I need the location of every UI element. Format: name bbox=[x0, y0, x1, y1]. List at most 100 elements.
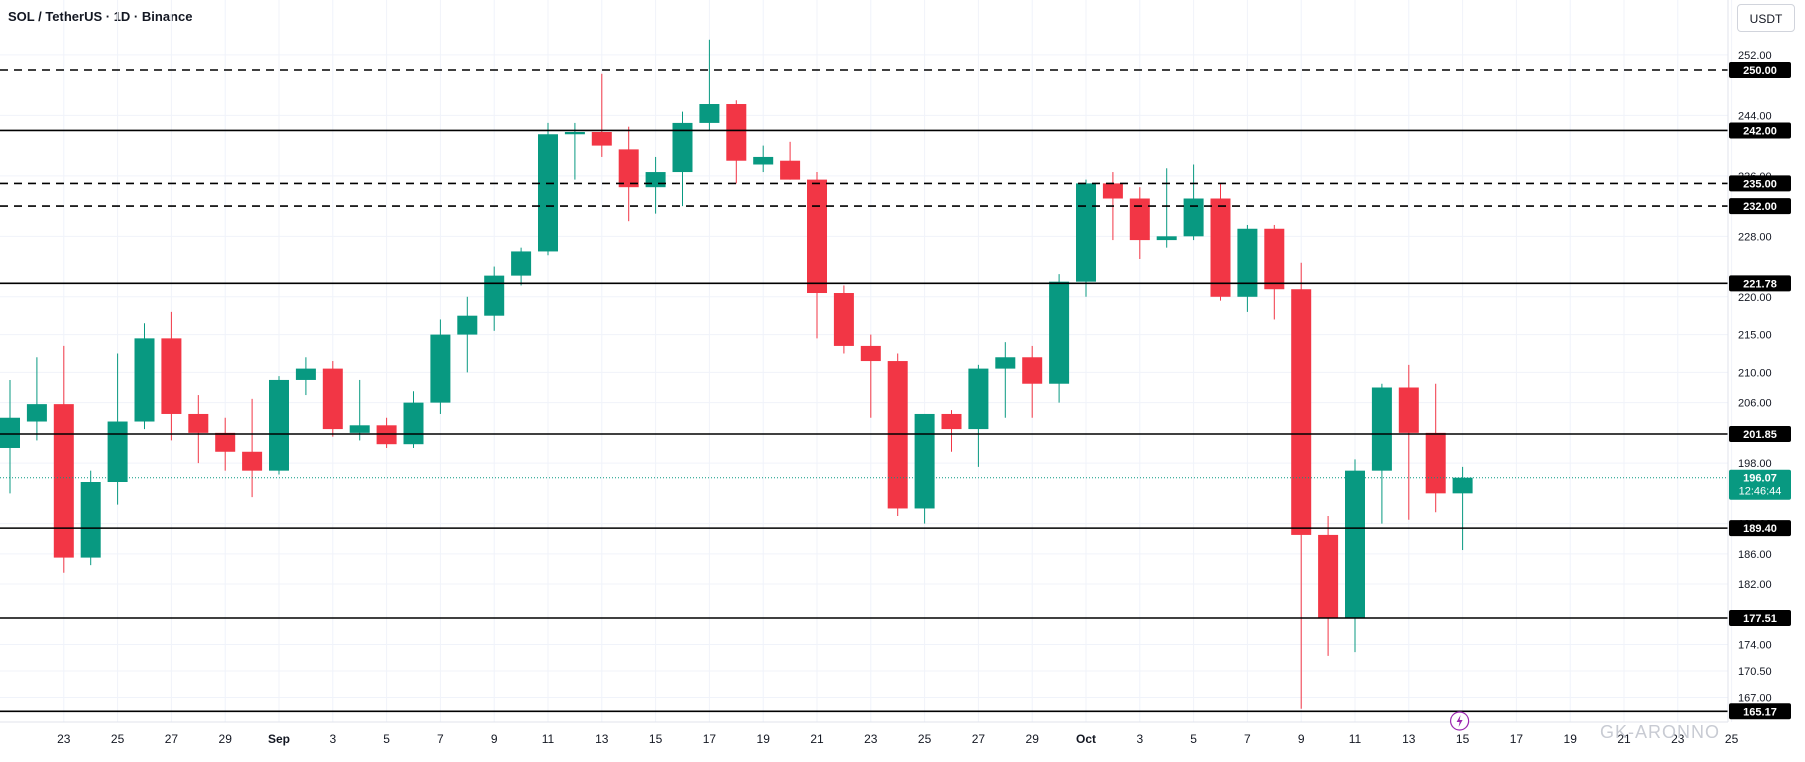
candle bbox=[295, 357, 316, 396]
x-tick-label: 23 bbox=[864, 732, 878, 746]
candle bbox=[188, 395, 209, 464]
candle-body bbox=[1102, 183, 1123, 199]
level-price-label: 177.51 bbox=[1743, 613, 1777, 625]
candle-body bbox=[1264, 228, 1285, 290]
candle bbox=[780, 141, 801, 180]
x-tick-label: 11 bbox=[1349, 732, 1362, 746]
candle bbox=[1291, 262, 1312, 709]
candle-body bbox=[1318, 534, 1339, 619]
candle-body bbox=[1076, 183, 1096, 282]
level-price-label: 201.85 bbox=[1743, 429, 1777, 441]
candle bbox=[968, 364, 989, 467]
candle bbox=[457, 296, 478, 373]
candle bbox=[753, 145, 774, 173]
candle-body bbox=[672, 122, 693, 173]
candle bbox=[1264, 224, 1285, 320]
y-tick-label: 244.00 bbox=[1738, 110, 1772, 122]
x-tick-label: 19 bbox=[1564, 732, 1578, 746]
candle-body bbox=[699, 104, 720, 123]
y-tick-label: 198.00 bbox=[1738, 458, 1772, 470]
candle-body bbox=[1291, 289, 1312, 535]
level-price-tag bbox=[1729, 520, 1791, 537]
candle-body bbox=[968, 368, 989, 430]
candle bbox=[322, 361, 343, 437]
candles-layer bbox=[0, 39, 1473, 709]
candle bbox=[376, 417, 397, 448]
x-tick-label: 29 bbox=[1026, 732, 1040, 746]
candle-body bbox=[1345, 470, 1365, 619]
candle bbox=[1318, 516, 1339, 656]
level-price-label: 165.17 bbox=[1743, 706, 1777, 718]
candle bbox=[1156, 168, 1177, 248]
level-price-tag bbox=[1729, 610, 1791, 626]
candle bbox=[618, 126, 639, 222]
candle bbox=[1129, 187, 1150, 259]
candle-body bbox=[591, 131, 612, 146]
candle-body bbox=[430, 334, 451, 403]
candle-body bbox=[134, 338, 155, 422]
y-tick-label: 215.00 bbox=[1738, 330, 1772, 342]
candle bbox=[726, 100, 747, 184]
symbol-title: SOL / TetherUS · 1D · Binance bbox=[8, 9, 193, 24]
candle-body bbox=[726, 104, 747, 161]
candle bbox=[941, 410, 962, 452]
candle bbox=[1425, 383, 1446, 513]
candle-body bbox=[26, 404, 47, 422]
candle bbox=[53, 345, 74, 573]
x-tick-label: 9 bbox=[491, 732, 498, 746]
level-price-label: 232.00 bbox=[1743, 201, 1777, 213]
x-tick-label: 5 bbox=[383, 732, 390, 746]
y-axis[interactable]: 252.00244.00236.00228.00220.00215.00210.… bbox=[1727, 0, 1791, 722]
watermark-text: GK-ARONNO bbox=[1600, 722, 1721, 742]
candle-body bbox=[215, 432, 236, 452]
candle-body bbox=[645, 172, 666, 188]
candle-body bbox=[1398, 387, 1419, 433]
candle-body bbox=[564, 131, 585, 135]
last-price-label: 196.07 bbox=[1743, 473, 1777, 485]
candle-body bbox=[0, 417, 20, 448]
candle-body bbox=[349, 425, 370, 433]
x-tick-label: 29 bbox=[219, 732, 233, 746]
candle bbox=[538, 122, 558, 256]
x-tick-label: 5 bbox=[1190, 732, 1197, 746]
lightning-icon-glyph bbox=[1456, 715, 1463, 727]
level-price-tag bbox=[1729, 425, 1791, 442]
x-tick-label: 27 bbox=[972, 732, 986, 746]
candle bbox=[26, 357, 47, 441]
candle bbox=[0, 379, 20, 494]
level-price-label: 235.00 bbox=[1743, 178, 1777, 190]
x-tick-label: 15 bbox=[649, 732, 663, 746]
candle-body bbox=[538, 134, 558, 252]
candle-body bbox=[295, 368, 316, 380]
candle bbox=[215, 417, 236, 471]
candle-body bbox=[1022, 357, 1043, 384]
horizontal-levels[interactable] bbox=[0, 69, 1728, 713]
candle bbox=[564, 122, 585, 180]
level-price-tag bbox=[1729, 703, 1791, 720]
countdown-label: 12:46:44 bbox=[1739, 486, 1782, 498]
candle-body bbox=[1210, 198, 1231, 297]
level-price-tag bbox=[1729, 122, 1791, 139]
level-price-label: 189.40 bbox=[1743, 523, 1777, 535]
candle bbox=[1183, 164, 1204, 241]
candle bbox=[484, 266, 505, 331]
currency-unit-button[interactable]: USDT bbox=[1737, 4, 1795, 32]
lightning-icon[interactable] bbox=[1449, 711, 1470, 731]
candle bbox=[1345, 459, 1365, 653]
candle-body bbox=[941, 413, 962, 430]
candle bbox=[1022, 345, 1043, 418]
y-tick-label: 167.00 bbox=[1738, 692, 1772, 704]
candle-body bbox=[457, 315, 478, 335]
x-tick-label: 9 bbox=[1298, 732, 1305, 746]
candle bbox=[349, 379, 370, 441]
candle-body bbox=[1156, 236, 1177, 241]
candle bbox=[430, 319, 451, 414]
candle bbox=[1398, 364, 1419, 520]
candle bbox=[161, 311, 182, 441]
x-axis[interactable]: 23 25 27 29 Sep 3 5 7 9 11 13 15 17 19 21 23 25 27 29 Oct 3 5… bbox=[0, 721, 1739, 746]
candle-body bbox=[860, 345, 881, 362]
candle-body bbox=[753, 156, 774, 165]
level-price-tag bbox=[1729, 62, 1791, 78]
level-price-label: 250.00 bbox=[1743, 65, 1777, 77]
